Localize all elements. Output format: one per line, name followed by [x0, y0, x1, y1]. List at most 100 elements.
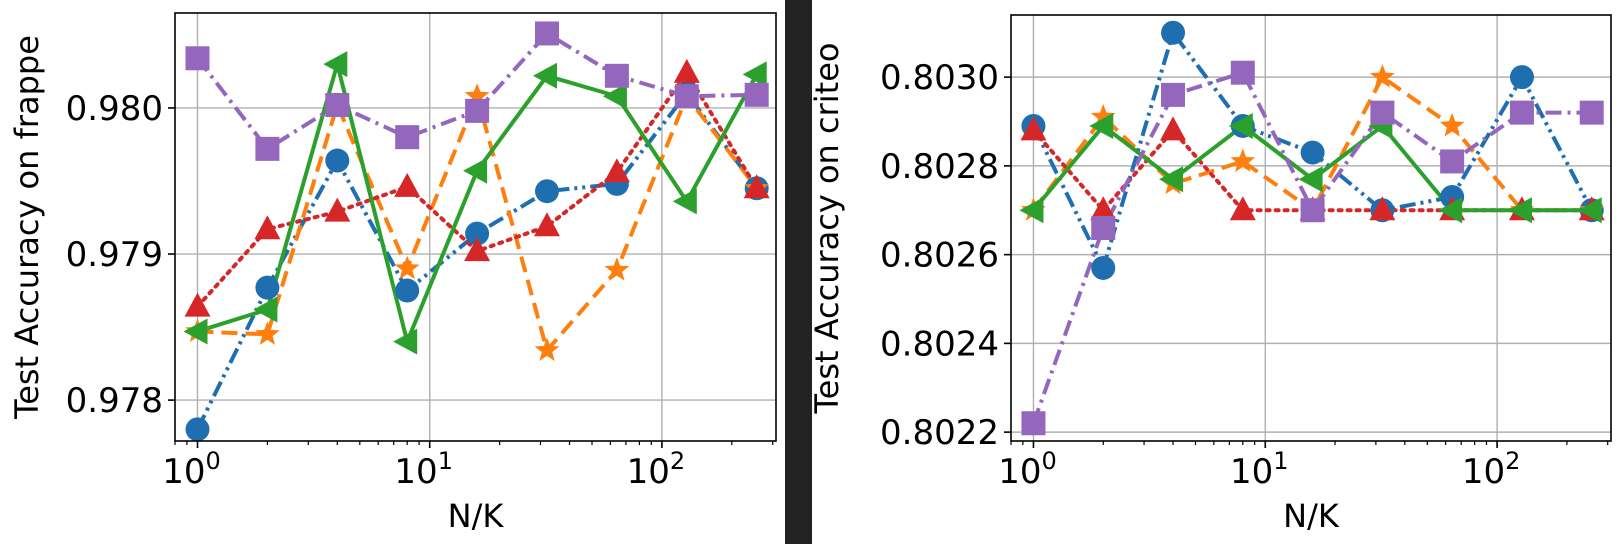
- x-tick-label: 100: [998, 447, 1057, 492]
- x-tick-base: 10: [162, 452, 205, 492]
- data-point: [1229, 196, 1256, 221]
- grid: [1011, 15, 1611, 441]
- data-point: [1230, 148, 1256, 172]
- y-tick-label: 0.8022: [880, 413, 999, 453]
- x-tick-base: 10: [394, 452, 437, 492]
- data-point: [324, 197, 351, 222]
- data-point: [323, 51, 348, 78]
- y-axis-label: Test Accuracy on frappe: [8, 35, 46, 420]
- data-point: [672, 188, 697, 215]
- data-point: [1509, 65, 1534, 90]
- data-point: [1300, 198, 1325, 223]
- series-5: [1031, 70, 1592, 424]
- data-point: [1440, 149, 1465, 174]
- data-point: [393, 328, 418, 355]
- x-tick-label: 101: [1230, 447, 1289, 492]
- y-tick-label: 0.8026: [880, 236, 999, 276]
- data-point: [674, 84, 699, 109]
- data-point: [464, 83, 490, 107]
- data-point: [395, 125, 420, 150]
- y-tick-label: 0.978: [66, 381, 163, 421]
- chart-background: [812, 0, 1622, 544]
- data-point: [184, 292, 211, 317]
- series-markers-5: [1021, 60, 1604, 436]
- x-tick-exponent: 0: [1041, 447, 1056, 475]
- data-point: [325, 93, 350, 118]
- data-point: [534, 212, 561, 237]
- data-point: [535, 179, 560, 204]
- data-point: [255, 275, 280, 300]
- data-point: [253, 296, 278, 323]
- data-point: [1577, 197, 1602, 224]
- data-point: [255, 321, 280, 345]
- data-point: [604, 257, 630, 281]
- data-point: [463, 157, 488, 184]
- data-point: [535, 21, 560, 46]
- x-axis-label: N/K: [448, 497, 505, 535]
- data-point: [1300, 140, 1325, 165]
- y-tick-label: 0.8030: [880, 58, 999, 98]
- x-tick-exponent: 2: [1505, 447, 1520, 475]
- plot-area: [183, 21, 770, 441]
- x-tick-exponent: 0: [205, 447, 220, 475]
- data-point: [464, 237, 491, 262]
- data-point: [1159, 166, 1184, 193]
- data-point: [1509, 100, 1534, 125]
- y-tick-label: 0.980: [66, 89, 163, 129]
- x-tick-label: 102: [627, 447, 686, 492]
- data-point: [604, 63, 629, 88]
- data-point: [1507, 197, 1532, 224]
- data-point: [395, 278, 420, 303]
- x-tick-base: 10: [627, 452, 670, 492]
- chart-background: [0, 0, 785, 544]
- panel-separator: [785, 0, 812, 544]
- data-point: [1089, 112, 1114, 139]
- data-point: [1298, 166, 1323, 193]
- data-point: [1161, 82, 1186, 107]
- data-point: [325, 148, 350, 173]
- y-tick-label: 0.979: [66, 235, 163, 275]
- y-tick-label: 0.8028: [880, 147, 999, 187]
- x-tick-label: 102: [1462, 447, 1521, 492]
- data-point: [254, 215, 281, 240]
- x-tick-exponent: 2: [670, 447, 685, 475]
- y-tick-label: 0.8024: [880, 324, 999, 364]
- data-point: [185, 46, 210, 71]
- data-point: [743, 174, 770, 199]
- data-point: [1439, 112, 1465, 137]
- data-point: [1020, 116, 1047, 141]
- data-point: [1230, 60, 1255, 85]
- data-point: [673, 58, 700, 83]
- x-tick-base: 10: [1230, 452, 1273, 492]
- data-point: [1369, 196, 1396, 221]
- x-tick-label: 100: [162, 447, 221, 492]
- plot-frame: [174, 12, 777, 442]
- data-point: [1370, 100, 1395, 125]
- plot-frame: [1010, 14, 1612, 442]
- data-point: [533, 62, 558, 89]
- data-point: [1090, 196, 1117, 221]
- data-point: [534, 337, 560, 361]
- data-point: [603, 158, 630, 183]
- data-point: [394, 255, 420, 280]
- data-point: [183, 318, 208, 345]
- data-point: [465, 98, 490, 123]
- series-markers-3: [184, 58, 770, 317]
- data-point: [1021, 411, 1046, 436]
- data-point: [602, 83, 627, 110]
- data-point: [1091, 255, 1116, 280]
- data-point: [1160, 116, 1187, 141]
- x-tick-exponent: 1: [438, 447, 453, 475]
- series-line: [1031, 70, 1592, 424]
- data-point: [1090, 104, 1116, 128]
- x-tick-base: 10: [1462, 452, 1505, 492]
- data-point: [394, 172, 421, 197]
- data-point: [1438, 197, 1463, 224]
- data-point: [1161, 20, 1186, 45]
- x-tick-label: 101: [394, 447, 453, 492]
- data-point: [1370, 64, 1395, 88]
